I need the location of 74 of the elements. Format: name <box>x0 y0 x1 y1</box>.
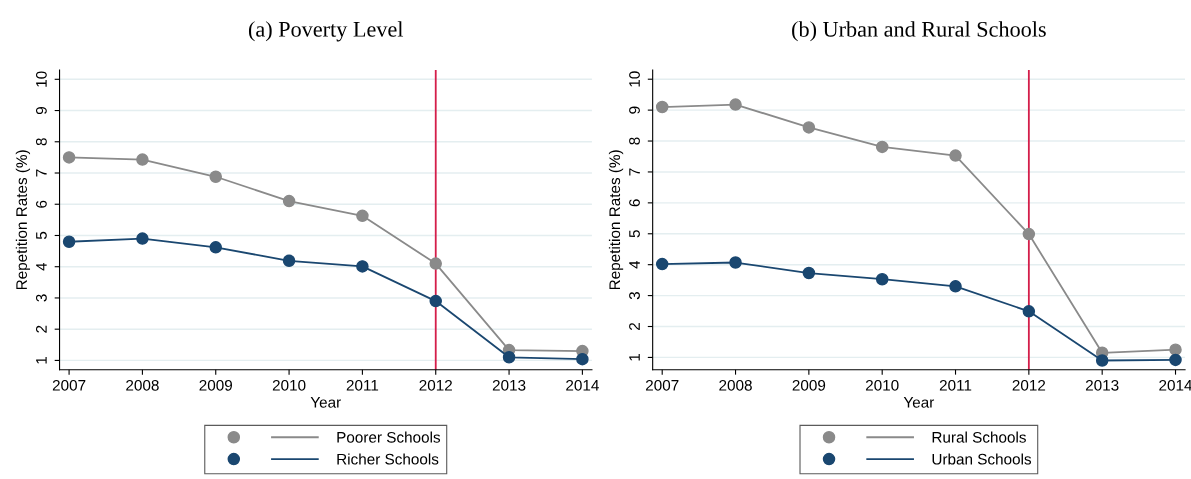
y-tick-label: 5 <box>36 231 47 240</box>
x-tick-label: 2012 <box>1012 379 1046 391</box>
y-tick-label: 1 <box>629 353 640 361</box>
y-tick-label: 4 <box>36 262 47 271</box>
y-tick-label: 10 <box>35 71 47 87</box>
point <box>502 351 516 364</box>
point <box>429 257 442 270</box>
x-tick-label: 2008 <box>126 379 159 391</box>
point <box>136 232 149 245</box>
point <box>62 151 76 164</box>
y-tick-label: 6 <box>35 200 47 208</box>
point <box>949 280 962 293</box>
point <box>576 352 589 366</box>
point <box>802 121 816 134</box>
point <box>949 149 962 162</box>
y-tick-label: 3 <box>35 294 47 302</box>
legend-label: Rural Schools <box>932 431 1026 443</box>
y-axis-title: Repetition Rates (%) <box>15 150 31 290</box>
point <box>1022 305 1036 318</box>
point <box>356 260 369 273</box>
point <box>209 170 222 184</box>
y-tick-label: 3 <box>629 292 640 300</box>
x-tick-label: 2008 <box>719 379 752 391</box>
x-tick-label: 2012 <box>419 379 452 391</box>
point <box>655 100 669 114</box>
x-tick-label: 2014 <box>566 379 599 391</box>
y-tick-label: 10 <box>629 71 640 87</box>
x-tick-label: 2009 <box>792 379 826 391</box>
point <box>802 266 816 280</box>
point <box>875 140 889 154</box>
y-axis-title: Repetition Rates (%) <box>608 150 624 290</box>
x-axis-title: Year <box>903 397 935 408</box>
y-tick-label: 9 <box>629 106 640 114</box>
y-tick-label: 8 <box>35 138 47 146</box>
point <box>1095 354 1109 367</box>
y-tick-label: 9 <box>35 107 47 115</box>
x-axis-title: Year <box>310 397 341 408</box>
point <box>282 194 296 208</box>
chart-title: (a) Poverty Level <box>248 21 404 42</box>
x-tick-label: 2009 <box>199 379 233 391</box>
legend-label: Poorer Schools <box>337 431 441 443</box>
point <box>136 153 149 166</box>
y-tick-label: 2 <box>629 323 640 330</box>
point <box>729 98 742 111</box>
legend-label: Urban Schools <box>932 453 1032 465</box>
x-tick-label: 2010 <box>865 379 899 391</box>
point <box>282 254 296 268</box>
y-tick-label: 7 <box>629 168 640 176</box>
point <box>875 272 889 286</box>
x-tick-label: 2007 <box>52 379 86 391</box>
x-tick-label: 2011 <box>346 379 379 391</box>
point <box>729 256 742 269</box>
point <box>429 294 442 308</box>
point <box>1169 343 1182 356</box>
point <box>356 209 369 223</box>
y-tick-label: 1 <box>36 356 47 364</box>
x-tick-label: 2013 <box>1085 379 1119 391</box>
chart-title: (b) Urban and Rural Schools <box>792 21 1046 42</box>
y-tick-label: 5 <box>629 230 640 238</box>
y-tick-label: 2 <box>35 325 47 333</box>
point <box>1022 227 1036 241</box>
legend-label: Richer Schools <box>337 453 439 465</box>
y-tick-label: 4 <box>629 260 640 269</box>
x-tick-label: 2010 <box>272 379 306 391</box>
x-tick-label: 2011 <box>939 379 972 391</box>
x-tick-label: 2007 <box>645 379 679 391</box>
point <box>62 235 76 248</box>
y-tick-label: 6 <box>629 199 640 207</box>
point <box>209 241 222 254</box>
x-tick-label: 2013 <box>492 379 526 391</box>
point <box>1169 353 1182 367</box>
point <box>655 257 669 271</box>
y-tick-label: 7 <box>36 169 47 177</box>
y-tick-label: 8 <box>629 137 640 145</box>
